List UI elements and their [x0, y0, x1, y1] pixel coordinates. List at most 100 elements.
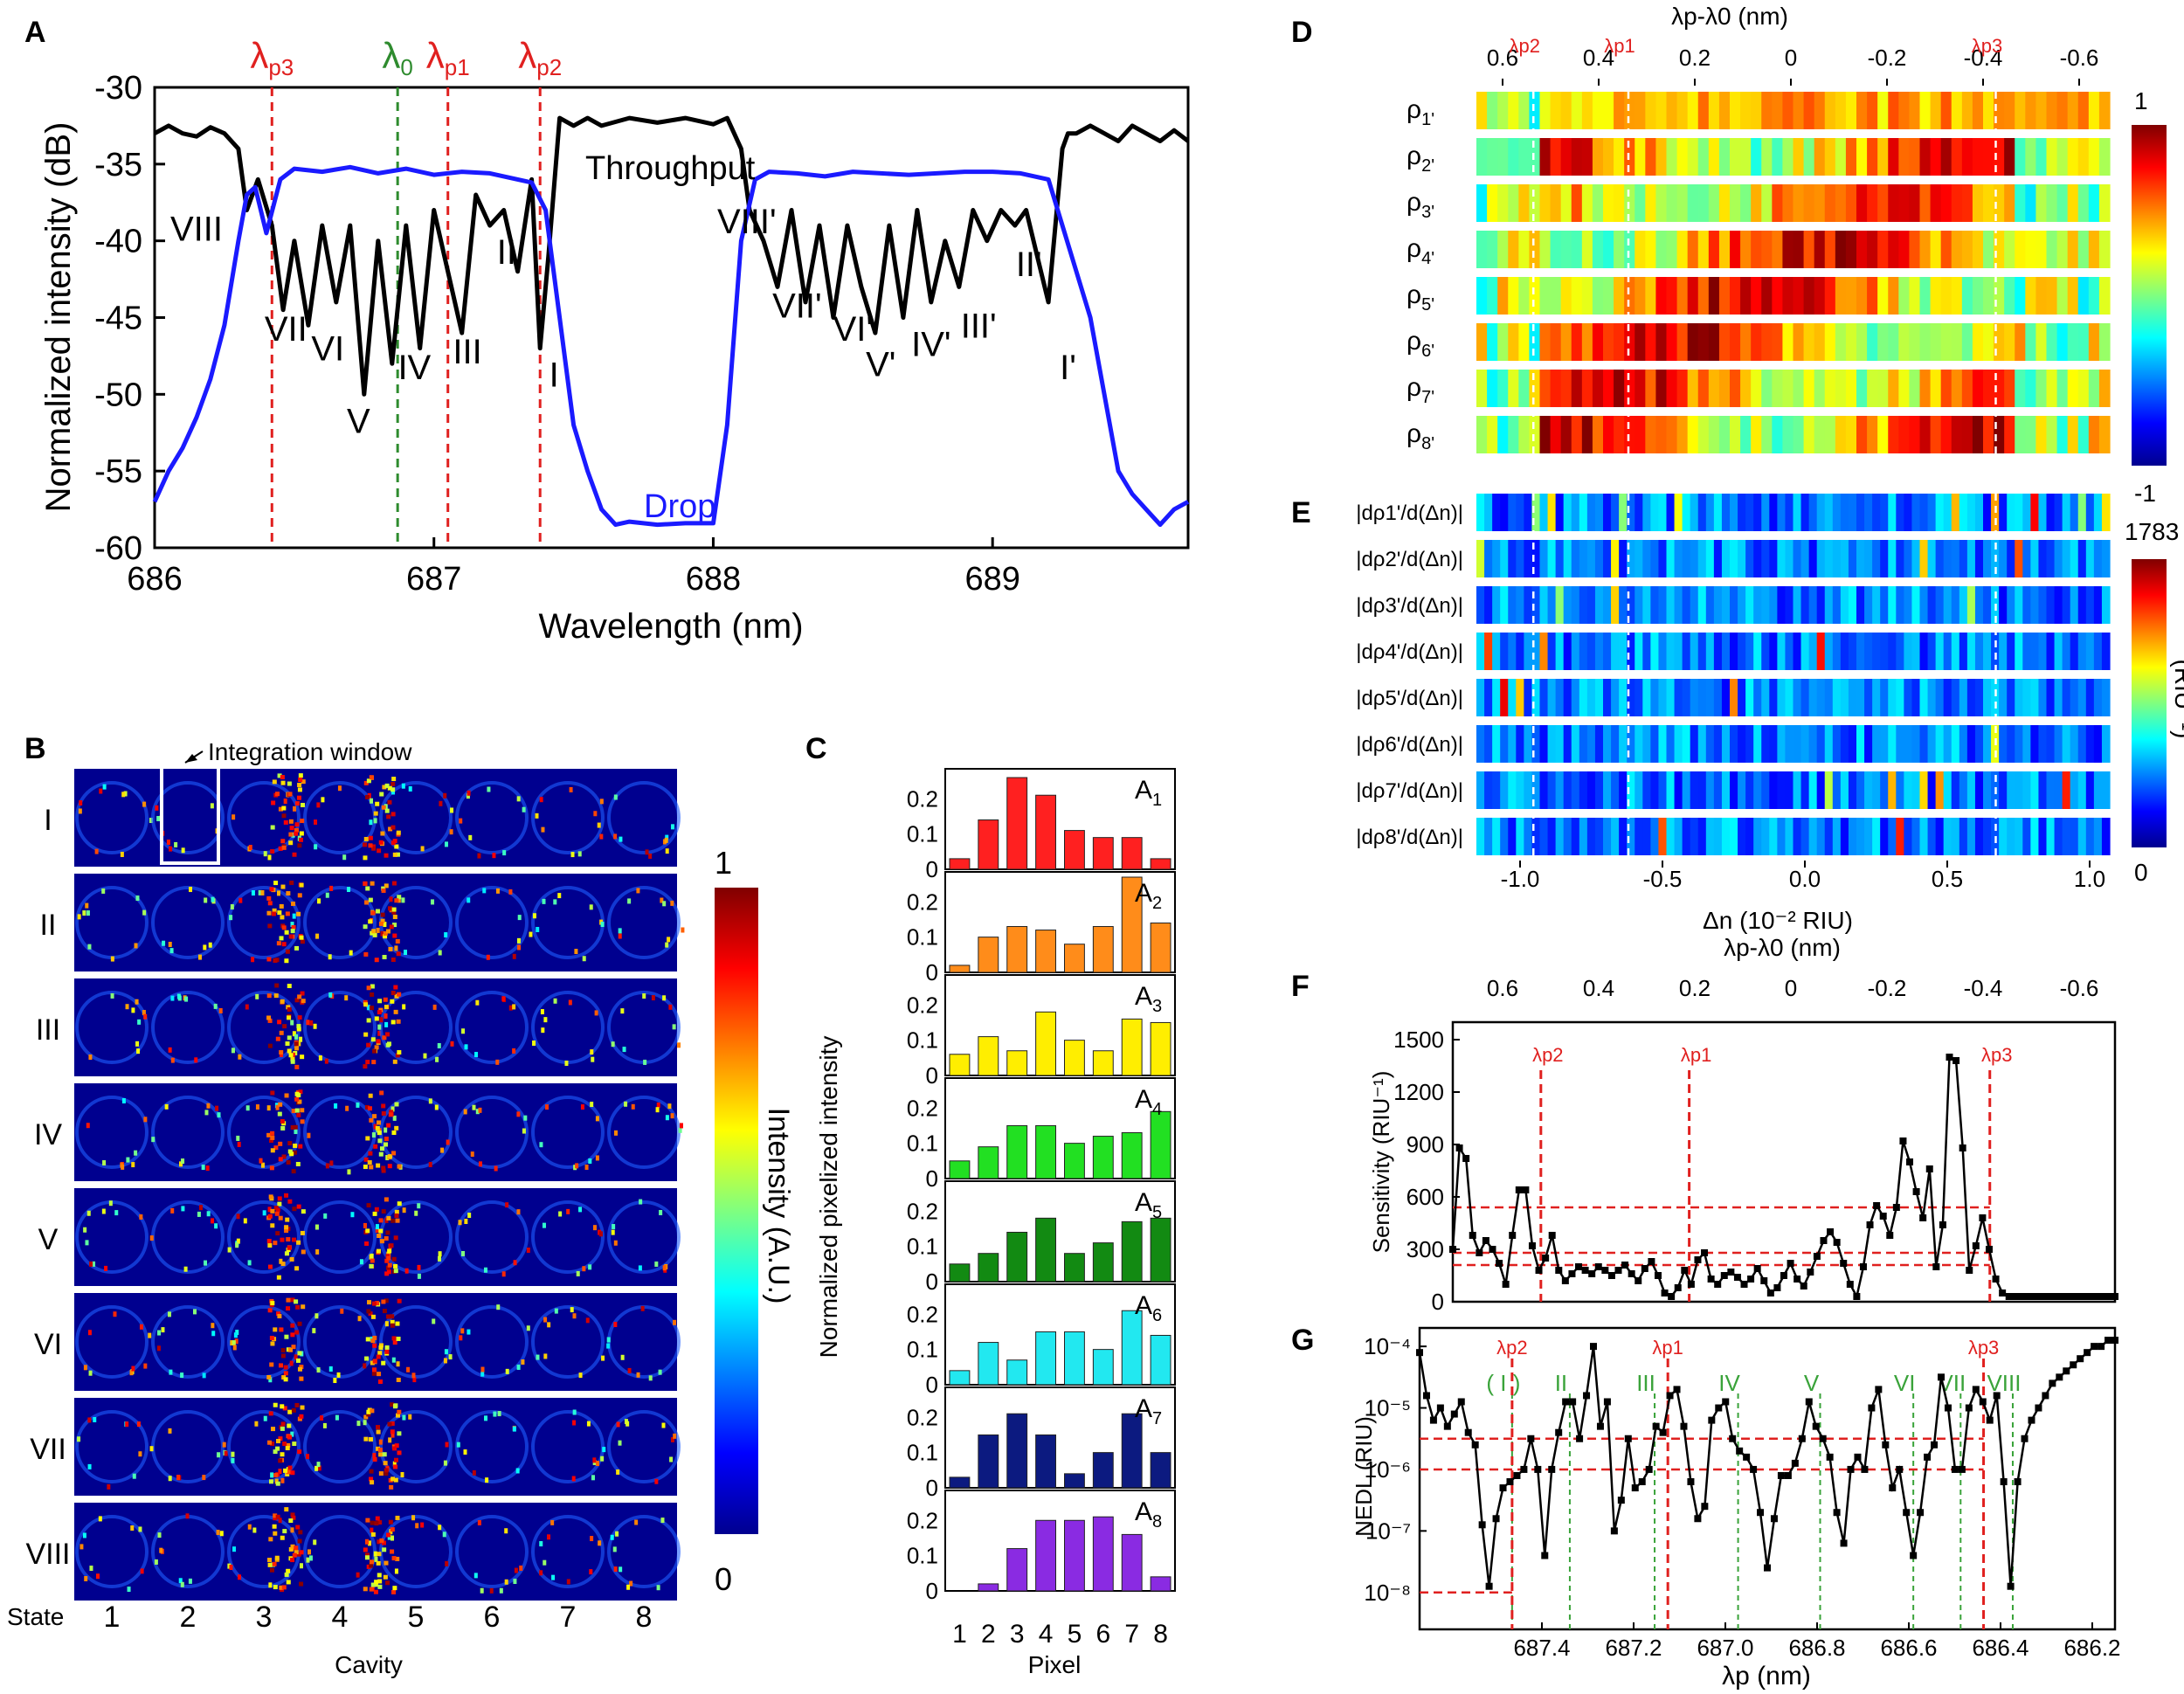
panel-b-cavity-label: 4 — [332, 1601, 349, 1634]
panel-e-cell — [1508, 818, 1517, 855]
panel-a-mode-label: II' — [1016, 245, 1042, 284]
panel-b-hotspot — [448, 1354, 453, 1360]
panel-d-cell — [2056, 138, 2069, 176]
panel-c-subplot-frame — [944, 871, 1176, 973]
panel-b-hotspot — [385, 929, 390, 934]
panel-e-cell — [1919, 679, 1929, 716]
panel-e-cell — [1682, 725, 1691, 763]
panel-e-cell — [1705, 771, 1715, 809]
panel-b-hotspot — [566, 1208, 570, 1214]
panel-d-cell — [1761, 323, 1773, 361]
panel-b-hotspot — [370, 1520, 375, 1525]
panel-e-cell — [1690, 771, 1699, 809]
panel-g-data-point — [1583, 1392, 1591, 1400]
panel-b-hotspot — [215, 1105, 219, 1111]
panel-b-hotspot — [387, 1164, 392, 1169]
panel-b-hotspot — [370, 1360, 375, 1366]
panel-b-hotspot — [624, 1101, 628, 1107]
panel-b-hotspot — [297, 1449, 302, 1455]
panel-e-cell — [2022, 771, 2031, 809]
panel-e-cell — [1935, 494, 1945, 531]
panel-b-hotspot — [287, 1007, 292, 1013]
panel-g-mode-label: VI — [1894, 1370, 1916, 1396]
panel-d-cell — [1940, 184, 1952, 222]
panel-e-cell — [1476, 494, 1485, 531]
panel-e-cell — [1911, 586, 1921, 624]
panel-e-cell — [1500, 818, 1509, 855]
panel-g-data-point — [2111, 1337, 2118, 1345]
panel-b-hotspot — [387, 785, 392, 791]
panel-b-hotspot — [317, 1465, 321, 1471]
panel-e-cell — [1983, 494, 1992, 531]
panel-e-cell — [1730, 771, 1738, 809]
panel-b-hotspot — [279, 903, 284, 909]
panel-b-hotspot — [599, 833, 604, 840]
panel-b-hotspot — [592, 1457, 597, 1463]
panel-e-cell — [1555, 494, 1565, 531]
panel-e-cell — [2030, 586, 2040, 624]
panel-b-hotspot — [365, 1518, 370, 1523]
panel-e-cell — [1840, 771, 1849, 809]
panel-g-data-point — [1938, 1373, 1945, 1381]
panel-e-cell — [1959, 540, 1968, 577]
panel-e-cell — [1476, 633, 1485, 670]
panel-e-cell — [1999, 540, 2008, 577]
panel-b-hotspot — [148, 1332, 152, 1338]
panel-f-data-point — [1668, 1293, 1676, 1300]
panel-d-cell — [1687, 92, 1699, 129]
panel-e-cell — [1476, 818, 1485, 855]
panel-b-row-label: VI — [34, 1328, 62, 1361]
panel-b-hotspot — [274, 983, 280, 988]
panel-e-cell — [2070, 540, 2079, 577]
panel-b-hotspot — [284, 1334, 289, 1339]
panel-d-cell — [1655, 184, 1668, 222]
panel-e-cell — [1690, 540, 1699, 577]
panel-b-hotspot — [85, 1240, 89, 1246]
panel-b-hotspot — [294, 998, 300, 1003]
panel-b-hotspot — [273, 1516, 278, 1521]
panel-b-hotspot — [218, 1007, 223, 1013]
panel-b-row-label: IV — [34, 1118, 62, 1151]
panel-d-cell — [1614, 92, 1625, 129]
panel-e-cell — [2038, 771, 2048, 809]
panel-d-cell — [1518, 323, 1531, 361]
panel-b-hotspot — [384, 783, 390, 788]
panel-e-cell — [1872, 679, 1881, 716]
panel-e-cell — [1745, 633, 1754, 670]
panel-e-cell — [1690, 818, 1699, 855]
panel-e-row-label: |dρ4'/d(Δn)| — [1356, 640, 1463, 664]
panel-d-cell — [1655, 92, 1668, 129]
panel-e-cell — [1619, 771, 1628, 809]
panel-d-cell — [1751, 323, 1762, 361]
panel-e-cell — [1888, 586, 1897, 624]
panel-d-cell — [1877, 184, 1889, 222]
panel-e-cell — [1999, 818, 2008, 855]
panel-b-hotspot — [474, 1052, 479, 1058]
panel-d-cell — [2077, 323, 2090, 361]
panel-b-hotspot — [140, 1568, 144, 1574]
panel-b-hotspot — [466, 793, 470, 799]
panel-d-cell — [1803, 138, 1815, 176]
panel-d-cell — [1645, 370, 1657, 407]
panel-d-cell — [1581, 416, 1593, 453]
panel-c-ytick-label: 0 — [926, 1062, 938, 1089]
panel-b-hotspot — [121, 792, 126, 798]
panel-b-hotspot — [627, 1367, 632, 1373]
panel-c-ytick-label: 0.1 — [907, 1543, 938, 1569]
panel-e-cell — [1808, 679, 1818, 716]
panel-e-cell — [1800, 586, 1810, 624]
panel-b-hotspot — [254, 1421, 259, 1427]
panel-g-data-point — [1889, 1484, 1897, 1492]
panel-d-cell — [1635, 184, 1646, 222]
panel-b-hotspot — [408, 785, 412, 792]
panel-e-cell — [2077, 679, 2087, 716]
panel-f-data-point — [1714, 1281, 1722, 1288]
panel-b-hotspot — [323, 1213, 328, 1219]
panel-b-hotspot — [386, 1251, 391, 1256]
panel-b-hotspot — [517, 915, 522, 921]
panel-e-cell — [1635, 586, 1643, 624]
panel-e-cell — [2007, 494, 2015, 531]
panel-c-bar — [1006, 1359, 1028, 1386]
panel-d-cell — [2015, 416, 2026, 453]
